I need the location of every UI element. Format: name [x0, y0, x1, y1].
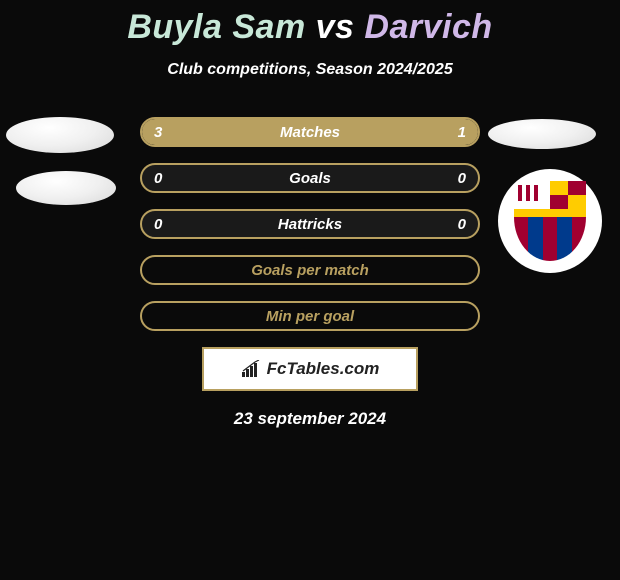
stat-label: Goals per match [142, 262, 478, 279]
title: Buyla Sam vs Darvich [0, 8, 620, 47]
stat-label: Goals [142, 170, 478, 187]
stat-right-value: 0 [458, 170, 466, 187]
stat-row-min-per-goal: Min per goal [140, 301, 480, 331]
stat-bars: 3 Matches 1 0 Goals 0 0 Hattricks 0 Goal… [140, 117, 480, 331]
stat-right-value: 1 [458, 124, 466, 141]
player2-avatar-placeholder [488, 119, 596, 149]
player2-name: Darvich [364, 8, 492, 46]
watermark: FcTables.com [202, 347, 418, 391]
stat-row-goals: 0 Goals 0 [140, 163, 480, 193]
vs-label: vs [316, 8, 355, 46]
player2-club-logo [498, 169, 602, 273]
date-label: 23 september 2024 [0, 409, 620, 429]
player1-name: Buyla Sam [127, 8, 305, 46]
stat-label: Matches [142, 124, 478, 141]
stat-label: Min per goal [142, 308, 478, 325]
comparison-card: Buyla Sam vs Darvich Club competitions, … [0, 0, 620, 429]
stat-row-hattricks: 0 Hattricks 0 [140, 209, 480, 239]
stat-label: Hattricks [142, 216, 478, 233]
content-area: 3 Matches 1 0 Goals 0 0 Hattricks 0 Goal… [0, 117, 620, 429]
player1-avatar-placeholder [6, 117, 114, 153]
player1-club-placeholder [16, 171, 116, 205]
stat-right-value: 0 [458, 216, 466, 233]
subtitle: Club competitions, Season 2024/2025 [0, 61, 620, 79]
stat-row-matches: 3 Matches 1 [140, 117, 480, 147]
stat-row-goals-per-match: Goals per match [140, 255, 480, 285]
bar-chart-icon [241, 360, 263, 378]
watermark-text: FcTables.com [267, 359, 380, 379]
barcelona-shield-icon [514, 181, 586, 261]
